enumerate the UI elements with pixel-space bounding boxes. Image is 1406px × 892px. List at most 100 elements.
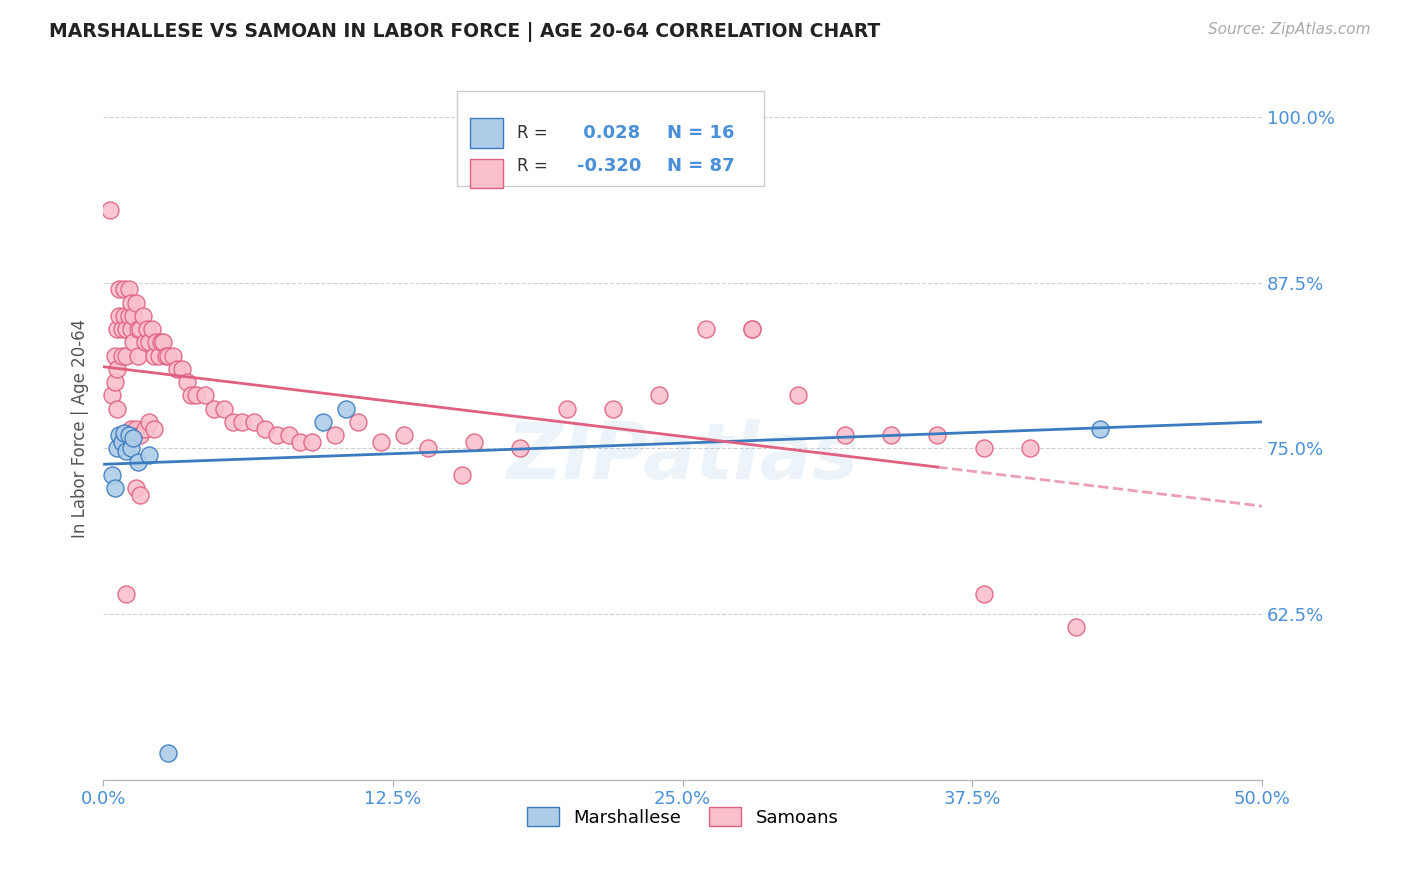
- FancyBboxPatch shape: [471, 159, 503, 188]
- Point: [451, 467, 474, 482]
- Point: [104, 481, 127, 495]
- Point: [973, 442, 995, 456]
- Point: [212, 401, 235, 416]
- Point: [131, 309, 153, 323]
- Point: [509, 442, 531, 456]
- Y-axis label: In Labor Force | Age 20-64: In Labor Force | Age 20-64: [72, 319, 89, 538]
- FancyBboxPatch shape: [471, 118, 503, 148]
- Point: [148, 349, 170, 363]
- Point: [129, 428, 152, 442]
- Point: [105, 442, 128, 456]
- Text: R =: R =: [517, 124, 547, 142]
- Text: N = 87: N = 87: [668, 157, 735, 175]
- Point: [416, 442, 439, 456]
- Point: [1066, 620, 1088, 634]
- FancyBboxPatch shape: [457, 92, 763, 186]
- Point: [242, 415, 264, 429]
- Point: [127, 455, 149, 469]
- Point: [1088, 421, 1111, 435]
- Text: R =: R =: [517, 157, 547, 175]
- Point: [648, 388, 671, 402]
- Point: [180, 388, 202, 402]
- Point: [254, 421, 277, 435]
- Point: [120, 295, 142, 310]
- Point: [463, 434, 485, 449]
- Point: [124, 481, 146, 495]
- Point: [111, 322, 134, 336]
- Point: [122, 335, 145, 350]
- Point: [111, 434, 134, 449]
- Text: MARSHALLESE VS SAMOAN IN LABOR FORCE | AGE 20-64 CORRELATION CHART: MARSHALLESE VS SAMOAN IN LABOR FORCE | A…: [49, 22, 880, 42]
- Point: [101, 388, 124, 402]
- Point: [555, 401, 578, 416]
- Point: [122, 309, 145, 323]
- Point: [194, 388, 217, 402]
- Point: [927, 428, 949, 442]
- Point: [108, 309, 131, 323]
- Point: [112, 282, 135, 296]
- Text: Source: ZipAtlas.com: Source: ZipAtlas.com: [1208, 22, 1371, 37]
- Point: [202, 401, 225, 416]
- Point: [127, 322, 149, 336]
- Point: [347, 415, 370, 429]
- Point: [394, 428, 416, 442]
- Point: [741, 322, 763, 336]
- Point: [129, 322, 152, 336]
- Point: [973, 587, 995, 601]
- Point: [108, 282, 131, 296]
- Point: [157, 746, 180, 760]
- Point: [134, 335, 156, 350]
- Point: [115, 444, 138, 458]
- Point: [115, 434, 138, 449]
- Point: [105, 401, 128, 416]
- Point: [120, 421, 142, 435]
- Text: N = 16: N = 16: [668, 124, 735, 142]
- Point: [101, 467, 124, 482]
- Point: [184, 388, 207, 402]
- Point: [104, 375, 127, 389]
- Point: [117, 428, 139, 442]
- Point: [117, 282, 139, 296]
- Point: [115, 587, 138, 601]
- Point: [115, 322, 138, 336]
- Point: [108, 428, 131, 442]
- Point: [112, 425, 135, 440]
- Point: [105, 322, 128, 336]
- Point: [157, 349, 180, 363]
- Point: [162, 349, 184, 363]
- Point: [111, 349, 134, 363]
- Point: [134, 421, 156, 435]
- Point: [117, 309, 139, 323]
- Point: [231, 415, 253, 429]
- Point: [266, 428, 288, 442]
- Point: [111, 434, 134, 449]
- Text: ZIPatlas: ZIPatlas: [506, 418, 859, 494]
- Point: [129, 488, 152, 502]
- Point: [222, 415, 245, 429]
- Point: [787, 388, 810, 402]
- Point: [120, 442, 142, 456]
- Point: [370, 434, 392, 449]
- Point: [105, 362, 128, 376]
- Point: [143, 421, 166, 435]
- Point: [335, 401, 357, 416]
- Point: [136, 322, 159, 336]
- Point: [138, 448, 160, 462]
- Point: [138, 335, 160, 350]
- Point: [1019, 442, 1042, 456]
- Point: [98, 202, 121, 217]
- Point: [170, 362, 193, 376]
- Point: [277, 428, 299, 442]
- Text: 0.028: 0.028: [576, 124, 640, 142]
- Point: [104, 349, 127, 363]
- Point: [152, 335, 174, 350]
- Point: [834, 428, 856, 442]
- Point: [880, 428, 903, 442]
- Text: -0.320: -0.320: [576, 157, 641, 175]
- Legend: Marshallese, Samoans: Marshallese, Samoans: [519, 800, 845, 834]
- Point: [150, 335, 173, 350]
- Point: [122, 431, 145, 445]
- Point: [141, 322, 163, 336]
- Point: [301, 434, 323, 449]
- Point: [695, 322, 717, 336]
